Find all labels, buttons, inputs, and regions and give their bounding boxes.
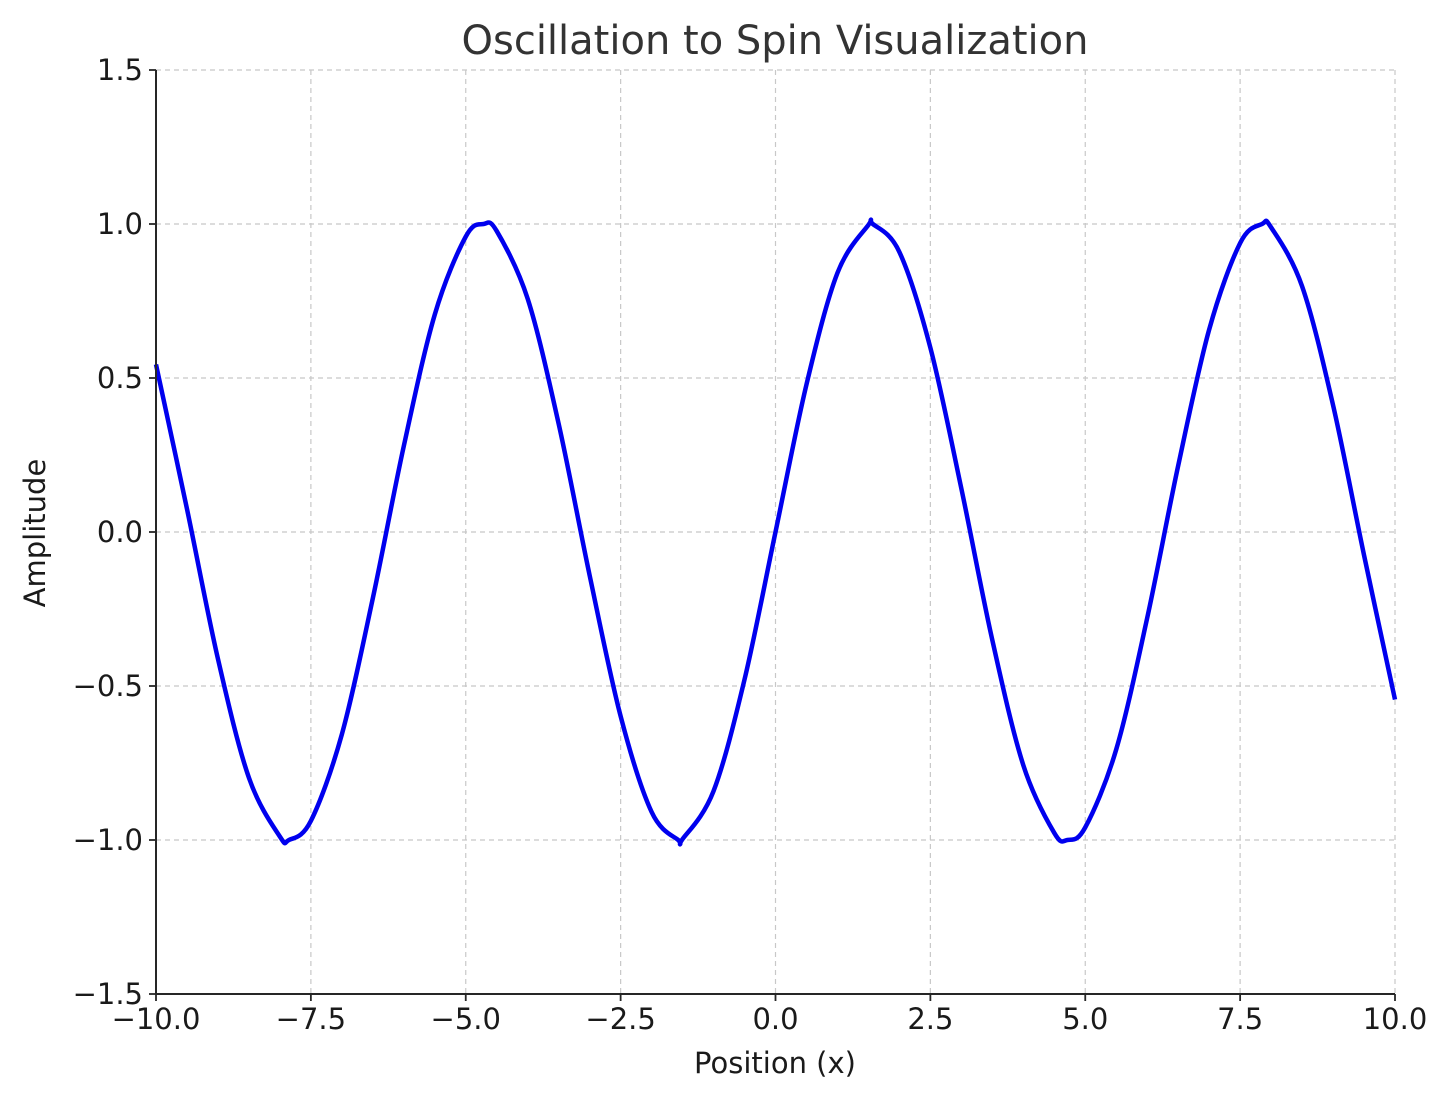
series-layer xyxy=(153,217,1398,847)
y-tick-label: −0.5 xyxy=(73,669,143,703)
y-tick-label: 0.5 xyxy=(97,361,143,395)
x-ticks: −10.0 −7.5 −5.0 −2.5 0.0 2.5 5.0 7.5 10.0 xyxy=(112,994,1428,1036)
x-axis-label: Position (x) xyxy=(694,1046,856,1080)
x-tick-label: 5.0 xyxy=(1062,1002,1108,1036)
x-tick-label: 0.0 xyxy=(752,1002,798,1036)
x-tick-label: −2.5 xyxy=(585,1002,655,1036)
chart-title: Oscillation to Spin Visualization xyxy=(462,18,1089,64)
x-tick-label: −5.0 xyxy=(431,1002,501,1036)
x-tick-label: −10.0 xyxy=(112,1002,201,1036)
x-tick-label: 7.5 xyxy=(1217,1002,1263,1036)
y-tick-label: −1.5 xyxy=(73,977,143,1011)
x-tick-label: −7.5 xyxy=(276,1002,346,1036)
x-tick-label: 2.5 xyxy=(907,1002,953,1036)
series-line xyxy=(153,217,1398,847)
y-axis-label: Amplitude xyxy=(18,459,52,608)
x-tick-label: 10.0 xyxy=(1363,1002,1428,1036)
y-tick-label: −1.0 xyxy=(73,823,143,857)
y-tick-label: 0.0 xyxy=(97,515,143,549)
y-ticks: −1.5 −1.0 −0.5 0.0 0.5 1.0 1.5 xyxy=(73,53,156,1011)
y-tick-label: 1.0 xyxy=(97,207,143,241)
y-tick-label: 1.5 xyxy=(97,53,143,87)
